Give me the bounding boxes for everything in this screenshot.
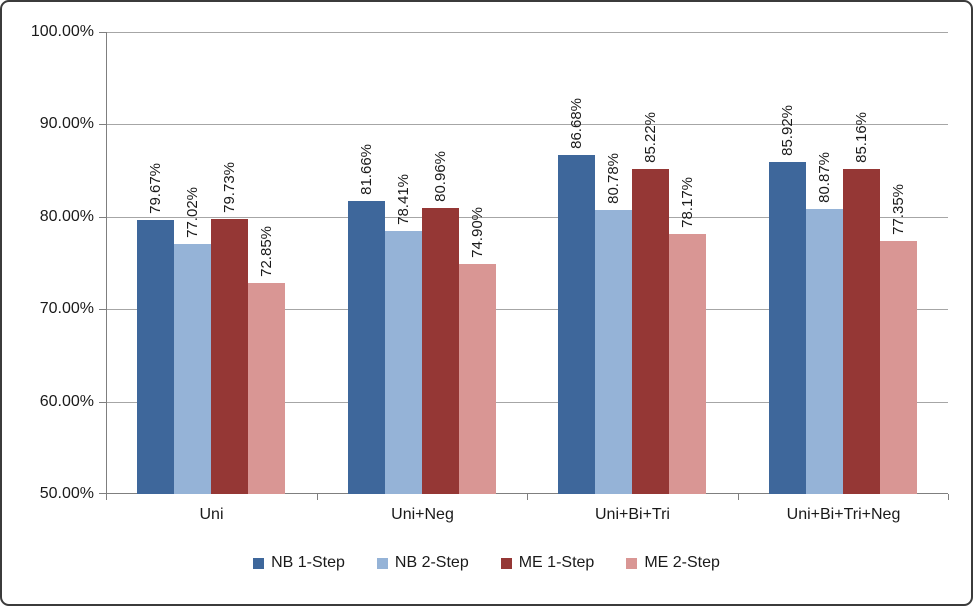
bar-nb-2-step bbox=[174, 244, 211, 494]
bar-nb-2-step bbox=[595, 210, 632, 494]
bar-value-label: 80.78% bbox=[605, 153, 622, 204]
legend-item-me-2-step: ME 2-Step bbox=[626, 554, 720, 572]
legend-swatch-me-1-step bbox=[500, 557, 512, 569]
y-axis-label: 50.00% bbox=[39, 485, 94, 502]
y-axis-tick bbox=[99, 309, 106, 310]
x-axis-category-label: Uni bbox=[199, 506, 224, 523]
bar-me-1-step bbox=[422, 208, 459, 494]
bar-me-2-step bbox=[248, 283, 285, 494]
bar-value-label: 77.02% bbox=[184, 187, 201, 238]
y-axis-label: 80.00% bbox=[39, 208, 94, 225]
bar-value-label: 85.16% bbox=[853, 112, 870, 163]
bar-value-label: 80.96% bbox=[432, 151, 449, 202]
gridline bbox=[106, 32, 948, 33]
bar-me-1-step bbox=[632, 169, 669, 494]
legend-swatch-nb-1-step bbox=[253, 557, 265, 569]
gridline bbox=[106, 402, 948, 403]
bar-value-label: 72.85% bbox=[258, 226, 275, 277]
y-axis-tick bbox=[99, 217, 106, 218]
bar-value-label: 77.35% bbox=[890, 184, 907, 235]
plot-area: 79.67% 77.02% 79.73% 72.85% 81.66% 78.41% 80.9… bbox=[106, 32, 948, 494]
bar-nb-2-step bbox=[806, 209, 843, 494]
bar-me-2-step bbox=[669, 234, 706, 494]
legend-label-me-2-step: ME 2-Step bbox=[644, 554, 720, 571]
bar-nb-2-step bbox=[385, 231, 422, 494]
legend-label-nb-2-step: NB 2-Step bbox=[394, 554, 469, 571]
x-axis-tick bbox=[948, 494, 949, 500]
y-axis-tick bbox=[99, 493, 106, 494]
x-axis-line bbox=[106, 493, 948, 494]
bar-value-label: 86.68% bbox=[568, 98, 585, 149]
bar-nb-1-step bbox=[769, 162, 806, 494]
bar-value-label: 85.22% bbox=[642, 112, 659, 163]
legend-label-nb-1-step: NB 1-Step bbox=[271, 554, 345, 571]
x-axis-category-label: Uni+Bi+Tri+Neg bbox=[786, 506, 901, 523]
bar-value-label: 79.73% bbox=[221, 162, 238, 213]
bar-me-2-step bbox=[459, 264, 496, 494]
bar-value-label: 78.17% bbox=[679, 177, 696, 228]
legend-swatch-nb-2-step bbox=[376, 557, 388, 569]
bar-value-label: 78.41% bbox=[395, 174, 412, 225]
x-axis-category-label: Uni+Neg bbox=[391, 506, 454, 523]
gridline bbox=[106, 309, 948, 310]
legend: NB 1-Step NB 2-Step ME 1-Step ME 2-Step bbox=[2, 554, 971, 572]
gridline bbox=[106, 124, 948, 125]
legend-item-me-1-step: ME 1-Step bbox=[500, 554, 595, 572]
y-axis-label: 60.00% bbox=[39, 393, 94, 410]
y-axis-tick bbox=[99, 402, 106, 403]
bar-value-label: 80.87% bbox=[816, 152, 833, 203]
legend-label-me-1-step: ME 1-Step bbox=[518, 554, 595, 571]
bar-nb-1-step bbox=[137, 220, 174, 494]
bar-value-label: 85.92% bbox=[779, 105, 796, 156]
x-axis-tick bbox=[738, 494, 739, 500]
x-axis-category-label: Uni+Bi+Tri bbox=[595, 506, 670, 523]
legend-item-nb-1-step: NB 1-Step bbox=[253, 554, 345, 572]
x-axis-tick bbox=[317, 494, 318, 500]
y-axis-label: 90.00% bbox=[39, 115, 94, 132]
x-axis-tick bbox=[106, 494, 107, 500]
y-axis-line bbox=[106, 32, 107, 494]
y-axis-label: 100.00% bbox=[30, 23, 94, 40]
gridline bbox=[106, 217, 948, 218]
bar-me-2-step bbox=[880, 241, 917, 494]
bar-nb-1-step bbox=[558, 155, 595, 494]
bar-value-label: 81.66% bbox=[358, 144, 375, 195]
y-axis-label: 70.00% bbox=[39, 300, 94, 317]
bar-value-label: 79.67% bbox=[147, 163, 164, 214]
bar-value-label: 74.90% bbox=[469, 207, 486, 258]
bar-nb-1-step bbox=[348, 201, 385, 494]
legend-swatch-me-2-step bbox=[626, 557, 638, 569]
bar-me-1-step bbox=[843, 169, 880, 494]
y-axis-tick bbox=[99, 32, 106, 33]
bar-me-1-step bbox=[211, 219, 248, 494]
y-axis-tick bbox=[99, 124, 106, 125]
legend-item-nb-2-step: NB 2-Step bbox=[376, 554, 469, 572]
x-axis-tick bbox=[527, 494, 528, 500]
